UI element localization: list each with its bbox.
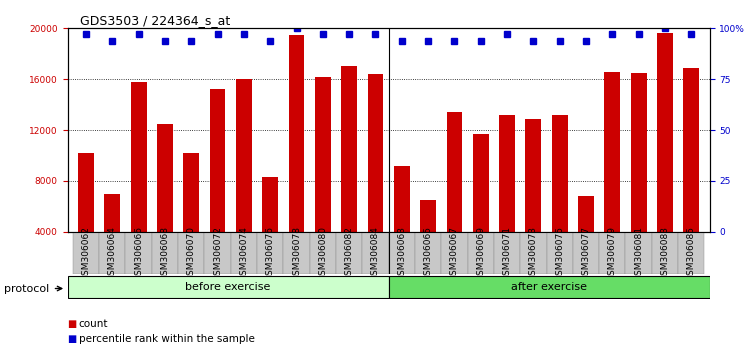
Bar xyxy=(131,82,146,283)
Bar xyxy=(421,200,436,283)
Text: GSM306079: GSM306079 xyxy=(608,227,617,281)
Bar xyxy=(315,77,330,283)
Text: GSM306066: GSM306066 xyxy=(134,227,143,281)
Bar xyxy=(415,232,442,274)
Text: GSM306075: GSM306075 xyxy=(555,227,564,281)
Bar xyxy=(204,232,231,274)
Bar xyxy=(210,90,225,283)
Bar xyxy=(526,119,541,283)
Bar xyxy=(552,115,568,283)
Bar xyxy=(231,232,257,274)
Bar xyxy=(288,35,304,283)
Bar xyxy=(262,177,278,283)
Text: ■: ■ xyxy=(68,319,77,329)
Text: GSM306073: GSM306073 xyxy=(529,227,538,281)
Bar xyxy=(494,232,520,274)
Bar xyxy=(73,232,99,274)
Text: GSM306082: GSM306082 xyxy=(345,227,354,281)
Bar xyxy=(468,232,494,274)
Bar xyxy=(447,112,463,283)
Text: GSM306071: GSM306071 xyxy=(502,227,511,281)
Text: GSM306076: GSM306076 xyxy=(266,227,275,281)
Bar xyxy=(652,232,678,274)
Bar xyxy=(309,232,336,274)
Bar xyxy=(178,232,204,274)
Bar xyxy=(547,232,573,274)
Bar xyxy=(99,232,125,274)
Text: GSM306069: GSM306069 xyxy=(476,227,485,281)
Bar xyxy=(599,232,626,274)
Bar xyxy=(631,73,647,283)
Bar xyxy=(78,153,94,283)
Bar xyxy=(657,33,673,283)
Text: after exercise: after exercise xyxy=(511,282,587,292)
Text: GSM306080: GSM306080 xyxy=(318,227,327,281)
Bar xyxy=(683,68,699,283)
Text: GSM306063: GSM306063 xyxy=(397,227,406,281)
Bar xyxy=(68,276,389,298)
Bar xyxy=(157,124,173,283)
Text: count: count xyxy=(79,319,108,329)
Bar xyxy=(283,232,309,274)
Bar xyxy=(362,232,389,274)
Bar xyxy=(605,72,620,283)
Text: GSM306084: GSM306084 xyxy=(371,227,380,281)
Bar xyxy=(473,134,489,283)
Text: GSM306081: GSM306081 xyxy=(634,227,643,281)
Text: GSM306085: GSM306085 xyxy=(686,227,695,281)
Text: GSM306074: GSM306074 xyxy=(240,227,249,281)
Text: GSM306078: GSM306078 xyxy=(292,227,301,281)
Bar xyxy=(499,115,515,283)
Text: GSM306065: GSM306065 xyxy=(424,227,433,281)
Bar xyxy=(152,232,178,274)
Bar xyxy=(367,74,383,283)
Text: GSM306070: GSM306070 xyxy=(187,227,196,281)
Text: GSM306064: GSM306064 xyxy=(108,227,117,281)
Text: GSM306062: GSM306062 xyxy=(82,227,91,281)
Text: GSM306072: GSM306072 xyxy=(213,227,222,281)
Text: protocol: protocol xyxy=(4,284,49,293)
Bar xyxy=(257,232,283,274)
Text: before exercise: before exercise xyxy=(185,282,271,292)
Text: GSM306067: GSM306067 xyxy=(450,227,459,281)
Bar xyxy=(678,232,704,274)
Bar xyxy=(125,232,152,274)
Text: ■: ■ xyxy=(68,334,77,344)
Bar xyxy=(389,276,710,298)
Bar xyxy=(573,232,599,274)
Text: GSM306068: GSM306068 xyxy=(161,227,170,281)
Bar xyxy=(336,232,362,274)
Bar xyxy=(104,194,120,283)
Text: percentile rank within the sample: percentile rank within the sample xyxy=(79,334,255,344)
Text: GDS3503 / 224364_s_at: GDS3503 / 224364_s_at xyxy=(80,14,231,27)
Bar xyxy=(520,232,547,274)
Text: GSM306083: GSM306083 xyxy=(660,227,669,281)
Bar xyxy=(578,196,594,283)
Bar xyxy=(626,232,652,274)
Bar xyxy=(389,232,415,274)
Bar xyxy=(442,232,468,274)
Bar xyxy=(236,79,252,283)
Bar xyxy=(183,153,199,283)
Bar xyxy=(394,166,410,283)
Bar xyxy=(341,67,357,283)
Text: GSM306077: GSM306077 xyxy=(581,227,590,281)
